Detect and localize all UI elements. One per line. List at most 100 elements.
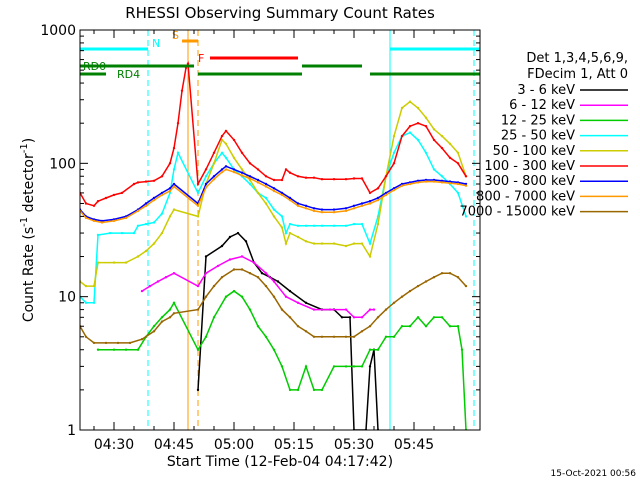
series-line xyxy=(80,268,467,344)
series-point xyxy=(284,231,288,235)
series-point xyxy=(456,325,460,328)
series-point xyxy=(92,284,96,288)
series-point xyxy=(448,325,452,328)
flag-bar-label: RD4 xyxy=(117,68,140,81)
series-point xyxy=(464,175,468,178)
series-point xyxy=(320,208,324,211)
series-point xyxy=(240,295,244,298)
series-point xyxy=(440,175,444,178)
series-point xyxy=(276,280,280,283)
y-axis-label: Count Rate (s-1 detector-1) xyxy=(19,138,37,322)
series-point xyxy=(220,138,224,142)
series-point xyxy=(172,312,176,315)
series-point xyxy=(260,272,264,275)
series-point xyxy=(96,233,100,237)
series-point xyxy=(432,180,436,183)
series-point xyxy=(408,289,412,293)
series-point xyxy=(196,348,200,351)
series-point xyxy=(432,316,436,319)
series-point xyxy=(320,224,324,227)
series-point xyxy=(320,211,324,214)
series-point xyxy=(376,316,380,319)
series-point xyxy=(440,134,444,138)
series-point xyxy=(312,335,316,338)
series-point xyxy=(196,388,200,392)
series-point xyxy=(332,178,336,181)
series-point xyxy=(284,295,288,298)
series-point xyxy=(228,258,232,261)
series-point xyxy=(328,308,332,311)
series-point xyxy=(160,320,164,323)
series-point xyxy=(368,348,372,351)
series-point xyxy=(288,289,292,293)
series-point xyxy=(112,219,116,223)
series-point xyxy=(264,185,268,188)
series-layer xyxy=(80,60,468,430)
series-point xyxy=(172,272,176,275)
series-point xyxy=(416,284,420,288)
series-point xyxy=(92,301,96,304)
series-point xyxy=(136,181,140,184)
series-point xyxy=(344,209,348,213)
series-point xyxy=(424,151,428,154)
series-point xyxy=(196,182,200,186)
series-point xyxy=(96,348,100,351)
series-point xyxy=(172,146,176,150)
series-point xyxy=(112,348,116,351)
series-point xyxy=(264,175,268,178)
series-point xyxy=(320,335,324,338)
series-point xyxy=(400,134,404,138)
series-point xyxy=(304,176,308,179)
series-point xyxy=(424,116,428,119)
series-point xyxy=(416,106,420,110)
series-point xyxy=(244,240,248,243)
series-point xyxy=(400,182,404,186)
series-point xyxy=(204,175,208,178)
series-point xyxy=(352,365,356,368)
series-point xyxy=(140,338,144,341)
series-point xyxy=(164,276,168,279)
series-point xyxy=(144,222,148,226)
series-point xyxy=(168,191,172,195)
series-point xyxy=(224,129,228,133)
vertical-markers xyxy=(147,30,475,430)
series-point xyxy=(304,207,308,210)
series-point xyxy=(116,341,120,345)
series-point xyxy=(408,325,412,328)
series-point xyxy=(112,261,116,264)
series-point xyxy=(296,202,300,205)
series-point xyxy=(352,177,356,180)
series-point xyxy=(384,335,388,338)
legend-entry-label: 50 - 100 keV xyxy=(493,144,576,159)
series-point xyxy=(416,138,420,142)
series-point xyxy=(160,175,164,178)
series-point xyxy=(280,308,284,311)
series-point xyxy=(272,189,276,193)
series-point xyxy=(304,301,308,304)
y-tick-label: 1 xyxy=(67,423,76,439)
series-point xyxy=(272,295,276,298)
series-point xyxy=(280,178,284,182)
series-point xyxy=(132,182,136,186)
series-point xyxy=(168,187,172,190)
series-point xyxy=(220,276,224,279)
series-point xyxy=(332,335,336,338)
series-point xyxy=(84,335,88,338)
series-point xyxy=(136,209,140,213)
series-point xyxy=(172,168,176,171)
series-point xyxy=(304,204,308,207)
series-point xyxy=(456,191,460,195)
series-point xyxy=(92,219,96,223)
series-point xyxy=(392,301,396,304)
series-point xyxy=(176,151,180,154)
series-point xyxy=(256,181,260,184)
series-point xyxy=(416,181,420,184)
series-point xyxy=(152,325,156,328)
series-point xyxy=(440,181,444,184)
series-point xyxy=(280,365,284,368)
series-point xyxy=(448,142,452,145)
series-point xyxy=(320,242,324,245)
series-point xyxy=(180,89,184,93)
series-point xyxy=(360,242,364,245)
series-point xyxy=(196,308,200,311)
